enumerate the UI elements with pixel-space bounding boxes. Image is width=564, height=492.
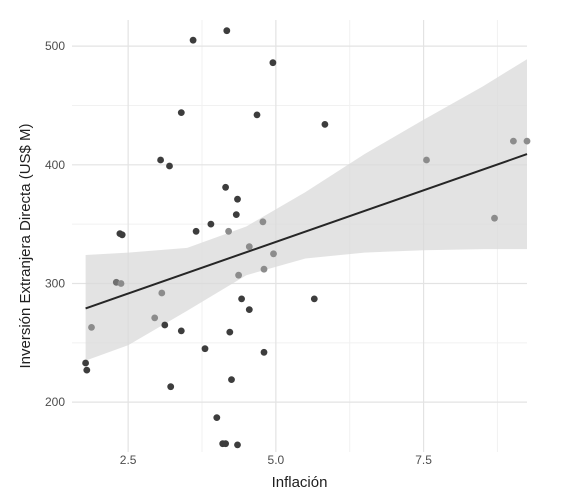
data-point xyxy=(207,220,215,228)
data-point xyxy=(192,227,200,235)
trend-line xyxy=(85,153,528,310)
data-point xyxy=(260,348,268,356)
data-point xyxy=(321,121,329,128)
data-point xyxy=(245,243,253,251)
x-tick-label: 5.0 xyxy=(268,453,285,467)
data-point xyxy=(166,162,173,170)
data-point xyxy=(158,289,166,297)
data-point xyxy=(177,109,185,116)
data-point xyxy=(232,211,240,219)
data-point xyxy=(510,137,517,145)
x-axis-title: Inflación xyxy=(272,474,328,491)
data-point xyxy=(234,195,241,203)
data-point xyxy=(270,250,277,258)
data-point xyxy=(222,440,230,448)
data-point xyxy=(151,314,159,322)
data-point xyxy=(83,366,91,374)
y-tick-label: 400 xyxy=(45,158,65,172)
data-point xyxy=(423,156,430,164)
data-point xyxy=(118,231,126,239)
data-point xyxy=(117,280,125,287)
data-point xyxy=(223,27,231,35)
data-point xyxy=(238,295,246,303)
data-point xyxy=(260,265,268,273)
data-point xyxy=(157,156,165,164)
data-point xyxy=(201,345,209,353)
data-point xyxy=(189,36,197,44)
data-point xyxy=(222,183,230,191)
data-point xyxy=(213,414,221,421)
points-layer xyxy=(82,27,531,449)
y-tick-label: 200 xyxy=(45,395,65,409)
y-tick-label: 500 xyxy=(45,39,65,53)
x-tick-label: 2.5 xyxy=(120,453,137,467)
tick-labels: 2.5 5.0 7.5 200 300 400 500 xyxy=(45,39,432,467)
confidence-band-layer xyxy=(85,59,527,361)
data-point xyxy=(167,383,175,391)
data-point xyxy=(259,218,267,226)
confidence-band xyxy=(85,59,527,361)
data-point xyxy=(234,441,241,449)
data-point xyxy=(491,214,498,222)
trend-line-layer xyxy=(85,153,528,310)
data-point xyxy=(235,271,243,279)
data-point xyxy=(161,321,169,329)
x-tick-label: 7.5 xyxy=(415,453,432,467)
data-point xyxy=(226,328,234,336)
data-point xyxy=(88,324,95,331)
data-point xyxy=(310,295,318,303)
y-tick-label: 300 xyxy=(45,276,65,290)
data-point xyxy=(82,359,89,367)
data-point xyxy=(523,137,531,145)
y-axis-title: Inversión Extranjera Directa (US$ M) xyxy=(17,123,34,368)
data-point xyxy=(245,306,253,313)
data-point xyxy=(228,376,235,383)
data-point xyxy=(253,111,261,119)
data-point xyxy=(177,327,185,335)
data-point xyxy=(225,227,233,235)
data-point xyxy=(269,59,277,67)
